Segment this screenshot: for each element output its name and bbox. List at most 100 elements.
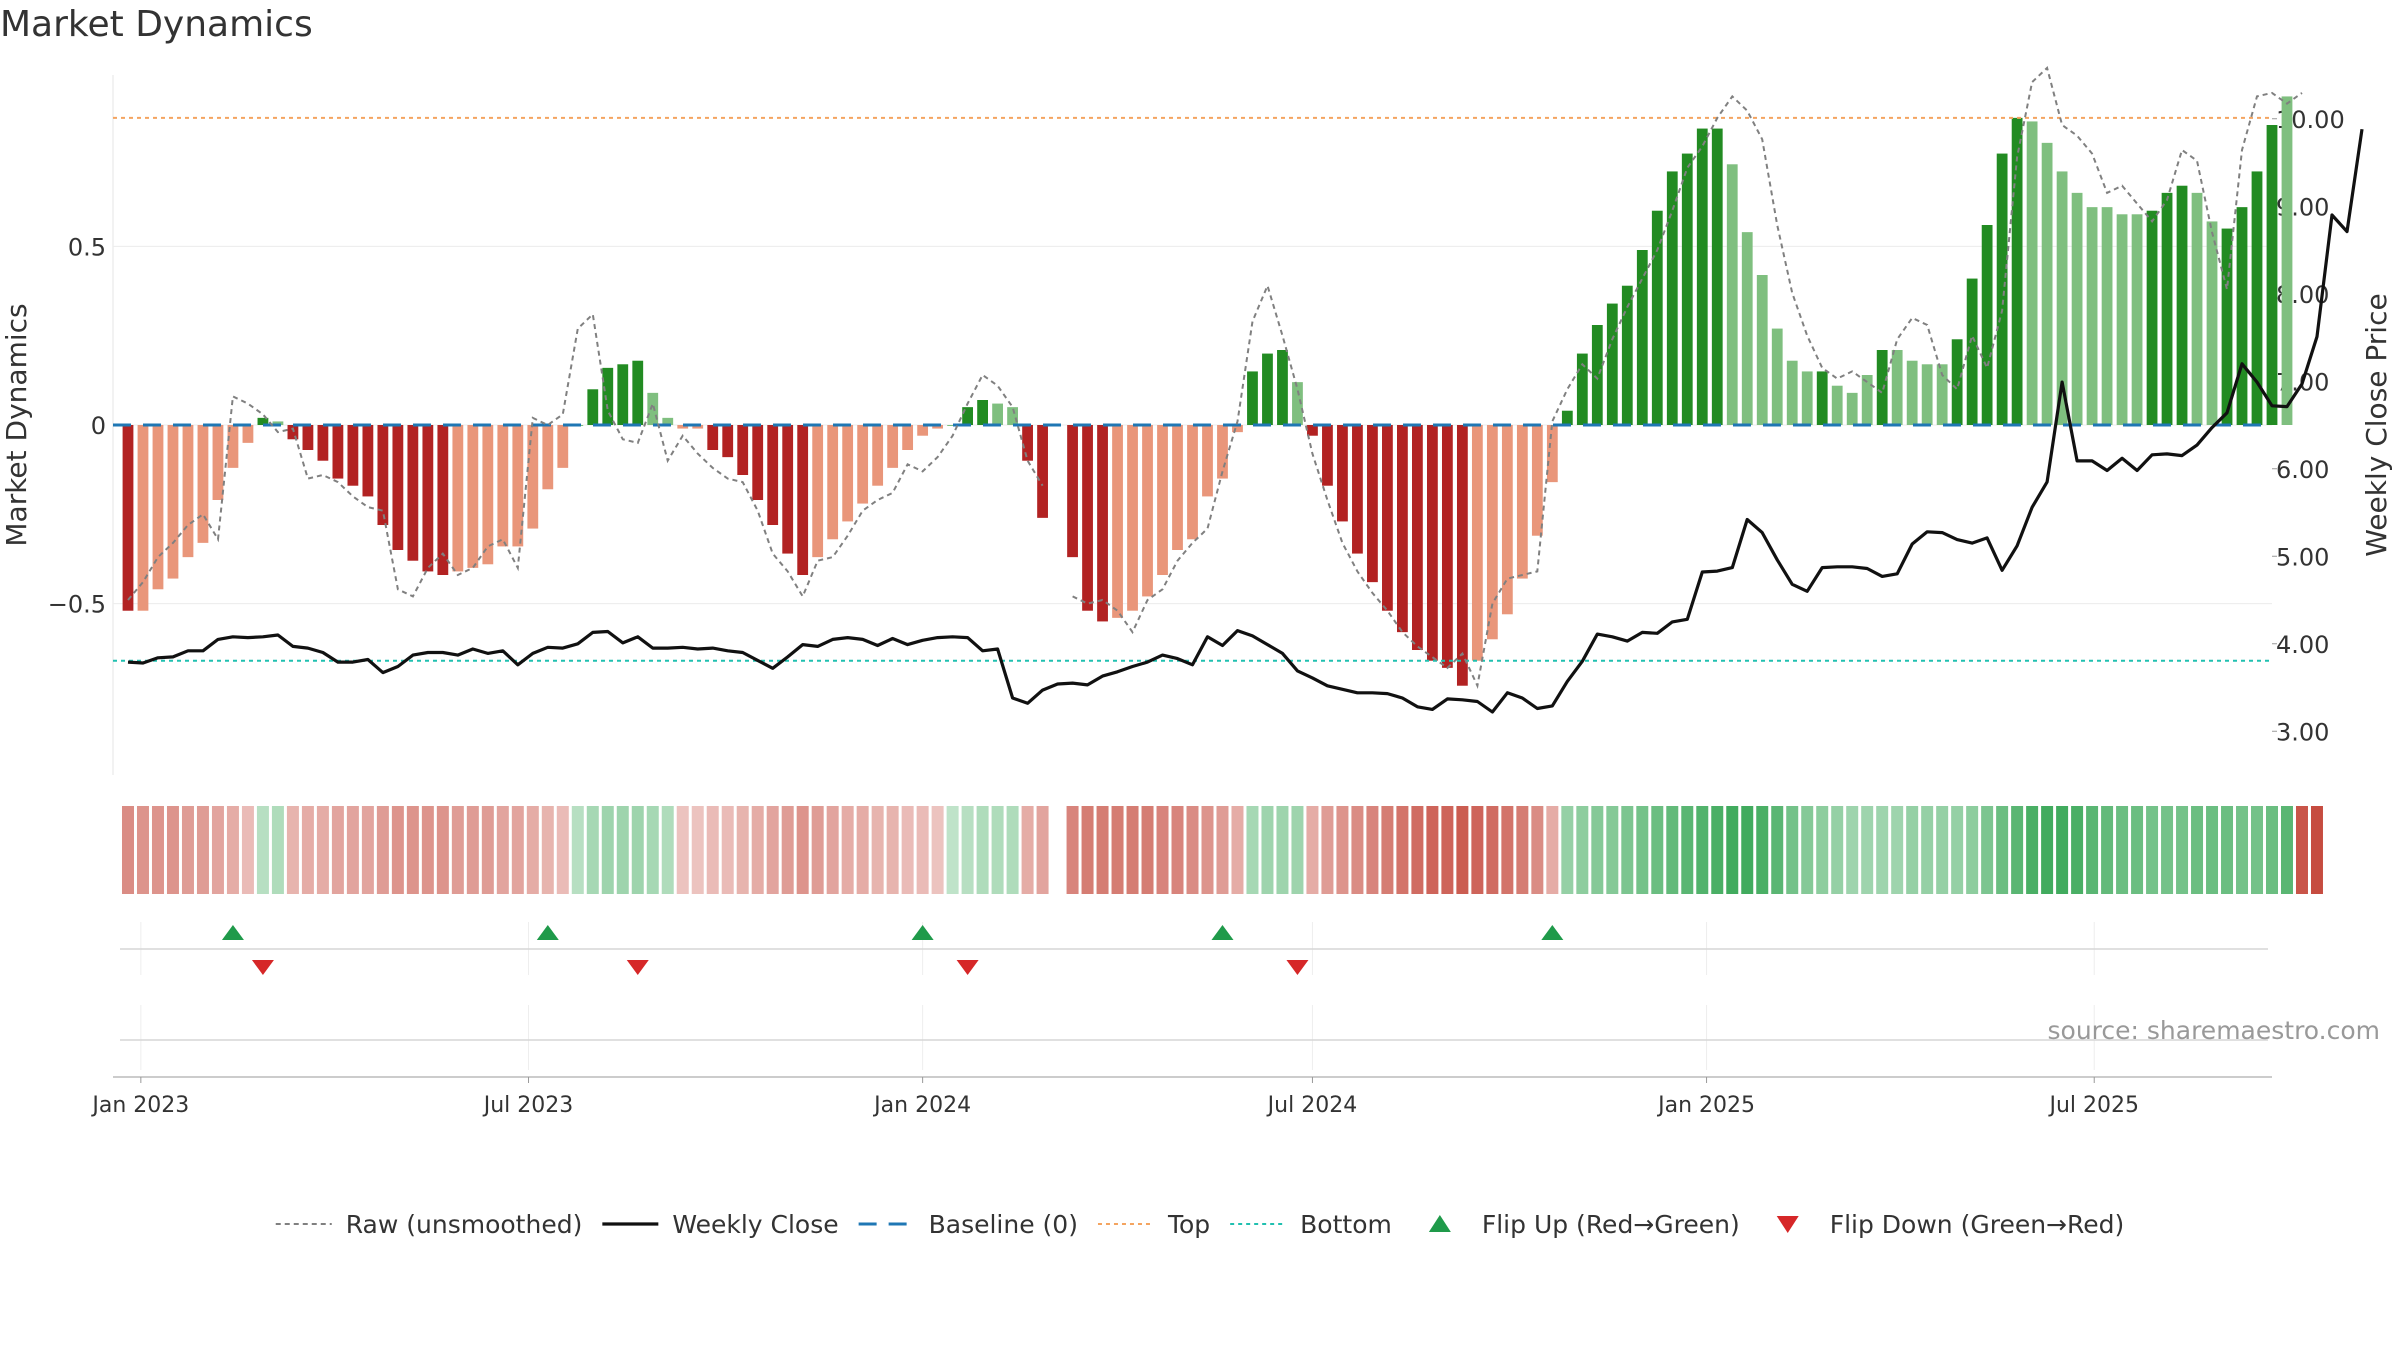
x-tick-label: Jan 2024: [872, 1093, 971, 1118]
momentum-bar: [2086, 207, 2098, 425]
regime-cell: [1426, 806, 1439, 894]
regime-cell: [796, 806, 809, 894]
momentum-bar: [1681, 153, 1693, 426]
regime-cell: [1471, 806, 1484, 894]
momentum-bar: [1277, 350, 1288, 425]
regime-cell: [2221, 806, 2234, 894]
regime-cell: [1396, 806, 1409, 894]
momentum-bar: [2191, 192, 2203, 425]
regime-cell: [1711, 806, 1724, 894]
regime-cell: [1291, 806, 1304, 894]
regime-cell: [871, 806, 884, 894]
weekly-close-line: [127, 128, 2364, 714]
regime-cell: [256, 806, 269, 894]
momentum-bar: [2026, 121, 2038, 425]
momentum-bar: [1591, 325, 1603, 425]
momentum-bar: [992, 403, 1003, 425]
momentum-bar: [2221, 228, 2233, 425]
momentum-bar: [272, 421, 284, 425]
regime-cell: [931, 806, 944, 894]
regime-cell: [1831, 806, 1844, 894]
momentum-bar: [1067, 425, 1078, 558]
x-tick-label: Jan 2025: [1656, 1093, 1755, 1118]
regime-cell: [2236, 806, 2249, 894]
regime-cell: [451, 806, 464, 894]
momentum-bar: [827, 425, 839, 540]
x-tick-label: Jan 2023: [90, 1093, 189, 1118]
momentum-bar: [1561, 410, 1573, 425]
momentum-bar: [1741, 232, 1753, 425]
momentum-bar: [1906, 360, 1918, 425]
regime-cell: [1921, 806, 1934, 894]
regime-cell: [1381, 806, 1394, 894]
momentum-bar: [1891, 350, 1903, 425]
legend-item: Baseline (0): [858, 1210, 1078, 1239]
y-left-tick-label: −0.5: [48, 591, 106, 619]
regime-cell: [1276, 806, 1289, 894]
momentum-bar: [1756, 275, 1768, 425]
regime-cell: [1201, 806, 1214, 894]
regime-cell: [1516, 806, 1529, 894]
momentum-bar: [287, 425, 299, 440]
regime-cell: [946, 806, 959, 894]
regime-cell: [421, 806, 434, 894]
momentum-bar: [242, 425, 254, 443]
momentum-bar: [1621, 285, 1633, 425]
legend-item: Weekly Close: [602, 1210, 839, 1239]
legend-item: Top: [1097, 1210, 1210, 1239]
x-tick-label: Jul 2023: [482, 1093, 574, 1118]
momentum-bar: [1666, 171, 1678, 425]
momentum-bar: [977, 400, 988, 425]
regime-cell: [2131, 806, 2144, 894]
momentum-bar: [1921, 364, 1933, 425]
momentum-bar: [1981, 225, 1993, 425]
regime-cell: [1861, 806, 1874, 894]
regime-cell: [1066, 806, 1079, 894]
regime-cell: [1036, 806, 1049, 894]
momentum-bar: [1996, 153, 2008, 426]
momentum-bar: [782, 425, 794, 554]
momentum-bar: [602, 367, 614, 425]
regime-cell: [271, 806, 284, 894]
momentum-bar: [1187, 425, 1198, 540]
regime-cell: [526, 806, 539, 894]
regime-cell: [466, 806, 479, 894]
regime-cell: [2146, 806, 2159, 894]
momentum-bar: [2266, 125, 2278, 425]
regime-cell: [346, 806, 359, 894]
regime-cell: [1846, 806, 1859, 894]
x-tick-label: Jul 2025: [2047, 1093, 2139, 1118]
momentum-bar: [152, 425, 164, 590]
momentum-bar: [2011, 117, 2023, 425]
momentum-bar: [1097, 425, 1108, 622]
momentum-bar: [2146, 210, 2158, 425]
regime-cell: [1966, 806, 1979, 894]
momentum-bar: [1456, 425, 1468, 686]
regime-cell: [2161, 806, 2174, 894]
momentum-bar: [617, 364, 629, 425]
momentum-bar: [377, 425, 389, 525]
momentum-bar: [1816, 371, 1828, 425]
regime-cell: [1006, 806, 1019, 894]
legend-label: Weekly Close: [672, 1210, 838, 1239]
momentum-bar: [2041, 142, 2053, 425]
momentum-bar: [1771, 328, 1783, 425]
regime-cell: [1546, 806, 1559, 894]
momentum-bar: [1322, 425, 1333, 486]
regime-cell: [631, 806, 644, 894]
regime-cell: [166, 806, 179, 894]
momentum-bar: [2056, 171, 2068, 425]
momentum-bar: [1112, 425, 1123, 618]
momentum-bar: [2176, 185, 2188, 425]
momentum-bar: [1471, 425, 1483, 661]
regime-cell: [2011, 806, 2024, 894]
regime-cell: [1756, 806, 1769, 894]
raw-series-line: [127, 66, 2303, 689]
flip-down-marker: [1286, 960, 1309, 975]
momentum-bar: [1531, 425, 1543, 536]
regime-cell: [991, 806, 1004, 894]
momentum-bar: [842, 425, 854, 522]
regime-cell: [286, 806, 299, 894]
regime-cell: [751, 806, 764, 894]
